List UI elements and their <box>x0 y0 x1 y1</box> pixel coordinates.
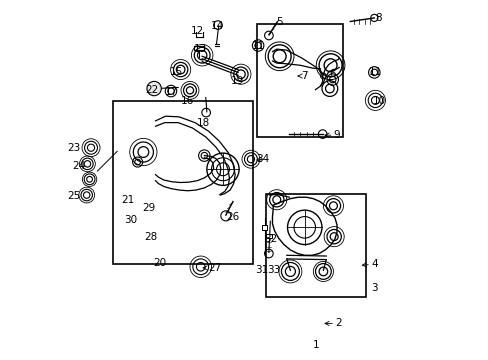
Bar <box>113 101 253 264</box>
Text: 19: 19 <box>230 76 244 86</box>
Text: 28: 28 <box>144 232 158 242</box>
Text: 7: 7 <box>298 71 307 81</box>
Text: 13: 13 <box>194 45 207 54</box>
Text: 21: 21 <box>122 195 135 205</box>
Text: 24: 24 <box>72 161 85 171</box>
Text: 16: 16 <box>181 96 194 106</box>
Text: 4: 4 <box>362 259 377 269</box>
Text: 14: 14 <box>210 21 224 31</box>
Text: 29: 29 <box>142 203 155 213</box>
Bar <box>261 225 267 230</box>
Text: 6: 6 <box>329 69 335 79</box>
Text: 11: 11 <box>251 41 264 50</box>
Text: 30: 30 <box>123 215 137 225</box>
Text: 18: 18 <box>196 118 209 128</box>
Text: 27: 27 <box>203 263 221 273</box>
Text: 33: 33 <box>267 265 280 275</box>
Bar <box>265 194 366 297</box>
Text: 32: 32 <box>263 234 276 244</box>
Text: 11: 11 <box>368 67 381 77</box>
Text: 1: 1 <box>312 340 319 350</box>
Text: 20: 20 <box>153 258 166 268</box>
Text: 23: 23 <box>67 143 81 153</box>
Text: 17: 17 <box>164 87 177 97</box>
Text: 22: 22 <box>145 85 158 95</box>
Text: 34: 34 <box>256 154 269 164</box>
Text: 10: 10 <box>372 96 385 106</box>
Text: 26: 26 <box>226 212 239 221</box>
Text: 12: 12 <box>191 26 204 36</box>
Text: 9: 9 <box>325 130 340 140</box>
Bar <box>257 24 343 137</box>
Circle shape <box>147 81 161 96</box>
Bar <box>265 234 272 238</box>
Text: 25: 25 <box>67 191 81 201</box>
Text: 8: 8 <box>375 13 382 23</box>
Text: 5: 5 <box>276 17 283 27</box>
Text: 3: 3 <box>370 283 377 293</box>
Bar <box>194 46 204 50</box>
Text: 31: 31 <box>255 265 268 275</box>
Text: 2: 2 <box>325 319 341 328</box>
Text: 15: 15 <box>169 67 183 77</box>
